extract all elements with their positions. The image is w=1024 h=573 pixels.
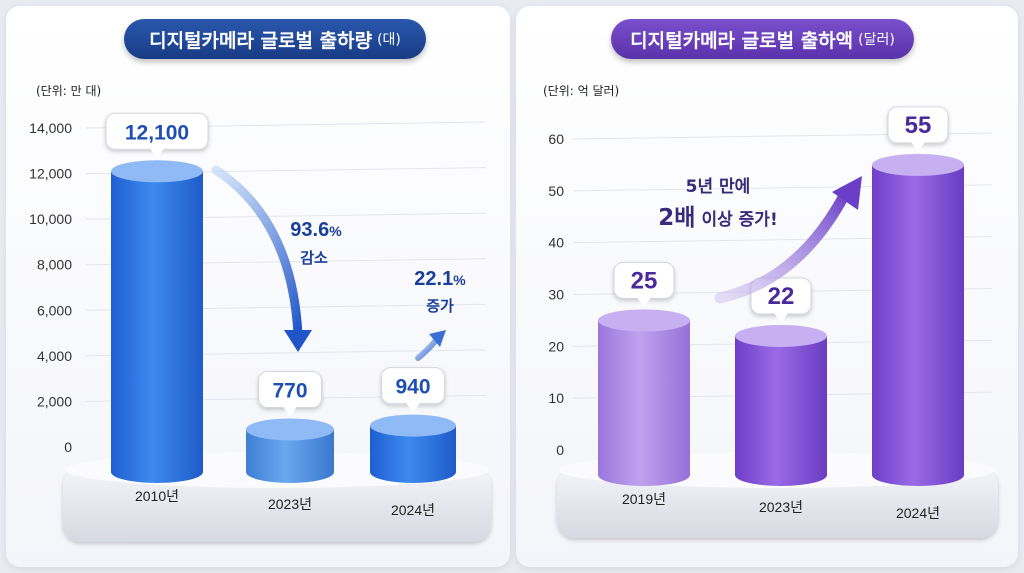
value-bar <box>598 320 690 486</box>
volume-chart-title: 디지털카메라 글로벌 출하량 (대) <box>124 19 426 59</box>
volume-chart-base <box>63 468 491 542</box>
volume-ytick-label: 14,000 <box>29 120 72 136</box>
value-callout-pointer <box>774 312 788 323</box>
volume-value-callout: 12,100 <box>105 112 209 159</box>
value-bar-top <box>598 309 690 332</box>
value-bar <box>872 164 964 486</box>
value-callout-pointer <box>911 141 925 152</box>
value-ytick-label: 30 <box>548 287 564 303</box>
volume-category-label: 2010년 <box>135 488 179 504</box>
value-ytick-label: 40 <box>548 235 564 251</box>
volume-ytick-label: 12,000 <box>29 166 72 182</box>
volume-value-label: 940 <box>395 376 430 399</box>
value-chart-title: 디지털카메라 글로벌 출하액 (달러) <box>611 19 914 59</box>
growth-arrow <box>714 186 852 304</box>
volume-ytick-label: 6,000 <box>37 302 72 318</box>
volume-value-label: 12,100 <box>125 121 189 144</box>
value-category-label: 2019년 <box>622 491 666 507</box>
decrease-arrow-head <box>284 330 312 352</box>
volume-ytick-label: 2,000 <box>37 393 72 409</box>
increase-annotation: 22.1% <box>414 268 466 290</box>
volume-title-suffix: (대) <box>377 32 401 48</box>
volume-bar <box>111 171 203 484</box>
volume-bar-top <box>111 160 203 183</box>
volume-callout-pointer <box>283 406 297 417</box>
volume-value-callout: 770 <box>258 370 322 417</box>
volume-category-label: 2023년 <box>268 496 312 512</box>
value-value-callout: 25 <box>613 261 675 308</box>
increase-arrow-head <box>429 330 446 347</box>
value-category-label: 2023년 <box>759 499 803 515</box>
volume-bar <box>246 429 334 483</box>
value-value-callout: 22 <box>750 277 812 323</box>
value-value-callout: 55 <box>887 106 949 152</box>
decrease-annotation-text: 감소 <box>300 249 328 267</box>
value-bar <box>735 335 827 486</box>
value-callout-pointer <box>637 297 651 308</box>
volume-value-callout: 940 <box>381 367 445 413</box>
value-ytick-label: 10 <box>548 390 564 406</box>
value-ytick-label: 0 <box>556 442 564 458</box>
growth-arrow-head <box>832 176 862 210</box>
volume-bar <box>370 425 456 483</box>
increase-annotation-text: 증가 <box>426 297 454 315</box>
growth-annotation-line1: 5년 만에 <box>686 177 751 197</box>
volume-bar-top <box>246 418 334 441</box>
growth-annotation-line2: 2배 이상 증가! <box>658 205 777 231</box>
value-unit-label: (단위: 억 달러) <box>543 84 620 98</box>
value-bar-top <box>872 153 964 176</box>
value-ytick-label: 20 <box>548 338 564 354</box>
value-value-label: 25 <box>631 267 658 294</box>
volume-ytick-label: 4,000 <box>37 348 72 364</box>
value-title-text: 디지털카메라 글로벌 출하액 <box>630 29 854 52</box>
value-value-label: 55 <box>905 112 932 139</box>
volume-callout-pointer <box>406 402 420 413</box>
volume-unit-label: (단위: 만 대) <box>36 84 102 98</box>
value-ytick-label: 60 <box>548 131 564 147</box>
value-ytick-label: 50 <box>548 183 564 199</box>
volume-ytick-label: 0 <box>64 439 72 455</box>
value-title-suffix: (달러) <box>858 32 895 48</box>
value-bar-top <box>735 324 827 347</box>
decrease-arrow <box>211 165 303 340</box>
decrease-annotation: 93.6% <box>290 219 342 241</box>
volume-value-label: 770 <box>272 379 307 402</box>
value-category-label: 2024년 <box>896 505 940 521</box>
volume-category-label: 2024년 <box>391 502 435 518</box>
volume-ytick-label: 10,000 <box>29 211 72 227</box>
value-value-label: 22 <box>768 283 795 310</box>
volume-ytick-label: 8,000 <box>37 257 72 273</box>
volume-title-text: 디지털카메라 글로벌 출하량 <box>149 29 373 52</box>
increase-arrow <box>415 337 439 361</box>
volume-callout-pointer <box>150 148 164 159</box>
volume-bar-top <box>370 414 456 437</box>
